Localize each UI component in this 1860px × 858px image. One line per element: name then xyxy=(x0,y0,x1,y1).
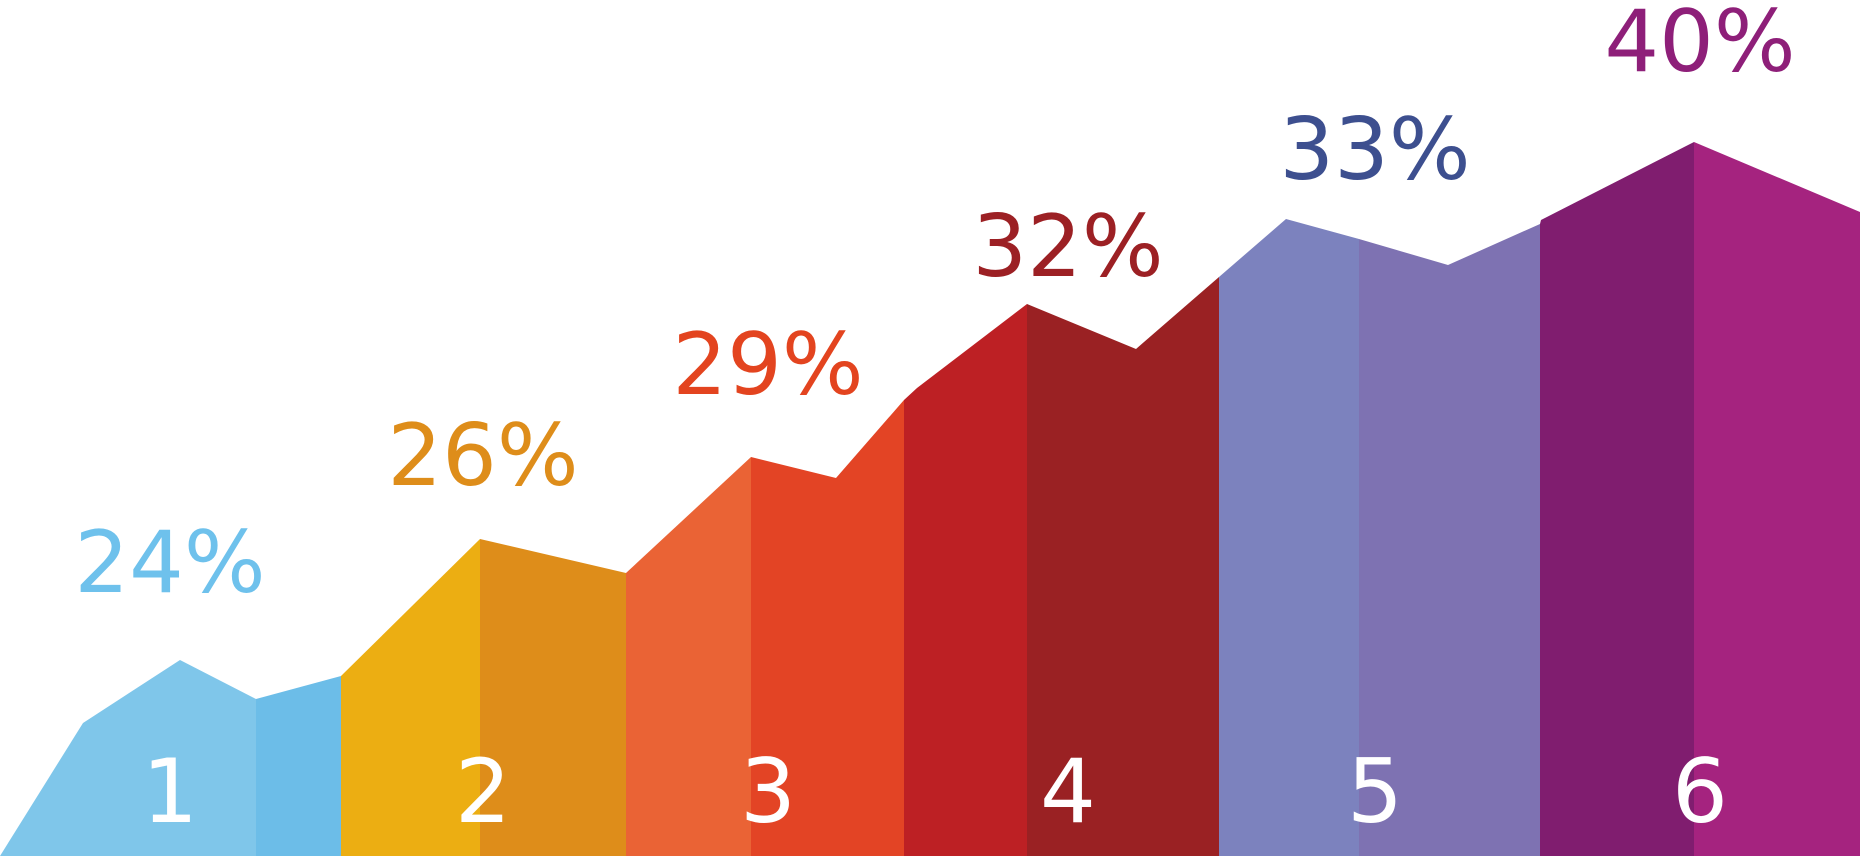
value-label-1: 24% xyxy=(74,513,265,613)
value-label-4: 32% xyxy=(972,197,1163,297)
segment-3-front-face xyxy=(626,457,751,856)
segment-4-front-face xyxy=(904,304,1027,856)
segment-2-front-face xyxy=(341,539,480,856)
value-label-6: 40% xyxy=(1604,0,1795,92)
category-label-3: 3 xyxy=(740,740,796,843)
value-label-5: 33% xyxy=(1279,100,1470,200)
segment-6-front-face xyxy=(1540,142,1694,856)
category-label-6: 6 xyxy=(1672,740,1728,843)
category-label-2: 2 xyxy=(455,740,511,843)
category-label-4: 4 xyxy=(1040,740,1096,843)
segment-5-side-face xyxy=(1359,224,1540,856)
category-label-1: 1 xyxy=(142,740,198,843)
segment-2-side-face xyxy=(480,539,626,856)
segment-4-side-face xyxy=(1027,277,1219,856)
value-label-2: 26% xyxy=(387,406,578,506)
segment-5-front-face xyxy=(1219,219,1359,856)
segment-1-side-face xyxy=(256,676,341,856)
segment-6-side-face xyxy=(1694,142,1860,856)
value-label-3: 29% xyxy=(672,315,863,415)
segment-3-side-face xyxy=(751,400,904,856)
category-label-5: 5 xyxy=(1347,740,1403,843)
segment-1-front-face xyxy=(0,660,256,856)
